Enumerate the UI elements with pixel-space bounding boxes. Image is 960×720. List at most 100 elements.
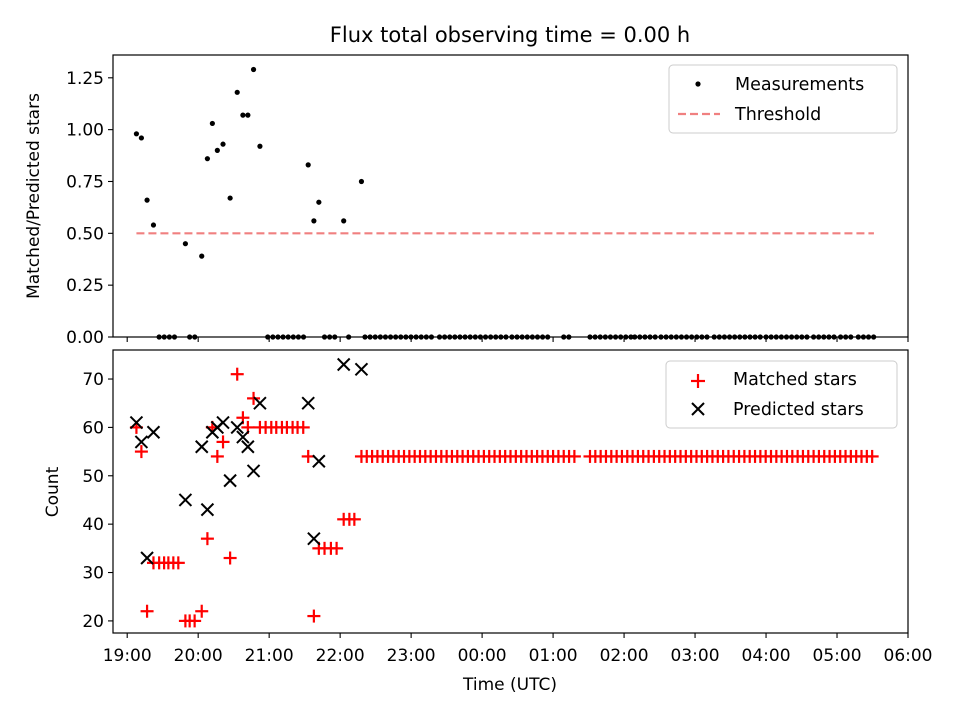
matched-point bbox=[865, 449, 879, 463]
top-x-ticks bbox=[126, 337, 909, 342]
y-tick-label: 0.50 bbox=[66, 224, 104, 244]
measurement-point bbox=[227, 195, 233, 201]
matched-point bbox=[301, 449, 315, 463]
legend-threshold-label: Threshold bbox=[734, 105, 821, 125]
measurement-point bbox=[204, 156, 211, 162]
matched-point bbox=[296, 420, 310, 434]
bottom-y-axis-label: Count bbox=[43, 466, 63, 517]
x-tick-label: 04:00 bbox=[742, 646, 791, 666]
measurement-point bbox=[144, 197, 150, 203]
x-axis-label: Time (UTC) bbox=[462, 675, 557, 695]
x-tick-label: 23:00 bbox=[387, 646, 436, 666]
y-tick-label: 1.25 bbox=[66, 69, 104, 89]
matched-point bbox=[330, 541, 344, 555]
x-tick-label: 02:00 bbox=[600, 646, 649, 666]
measurement-point bbox=[240, 112, 246, 118]
measurement-point bbox=[257, 143, 263, 149]
matched-point bbox=[247, 391, 261, 405]
y-tick-label: 20 bbox=[82, 612, 104, 632]
legend-measurements-marker bbox=[695, 81, 701, 87]
matched-point bbox=[140, 604, 154, 618]
legend-matched-marker bbox=[691, 374, 705, 388]
legend-matched-label: Matched stars bbox=[733, 370, 857, 390]
x-tick-label: 22:00 bbox=[316, 646, 365, 666]
x-tick-label: 06:00 bbox=[884, 646, 933, 666]
legend-measurements-label: Measurements bbox=[735, 75, 864, 95]
matched-point bbox=[347, 512, 361, 526]
matched-point bbox=[200, 532, 214, 546]
predicted-point bbox=[140, 551, 154, 565]
measurement-point bbox=[199, 253, 205, 259]
predicted-point bbox=[354, 362, 369, 377]
measurement-point bbox=[182, 241, 189, 247]
matched-point bbox=[210, 449, 224, 463]
top-y-axis-label: Matched/Predicted stars bbox=[24, 93, 44, 299]
y-tick-label: 50 bbox=[82, 467, 104, 487]
y-tick-label: 70 bbox=[82, 370, 104, 390]
predicted-point bbox=[246, 464, 261, 478]
x-tick-label: 20:00 bbox=[174, 646, 223, 666]
predicted-point bbox=[129, 415, 144, 430]
y-tick-label: 40 bbox=[82, 515, 104, 535]
predicted-point bbox=[301, 396, 315, 410]
y-tick-label: 0.00 bbox=[66, 328, 104, 348]
matched-point bbox=[171, 556, 185, 570]
measurement-point bbox=[138, 135, 144, 141]
predicted-point bbox=[178, 493, 193, 507]
measurement-point bbox=[214, 147, 220, 153]
predicted-point bbox=[134, 435, 149, 449]
measurement-point bbox=[209, 120, 215, 127]
matched-point bbox=[195, 604, 209, 618]
measurement-point bbox=[316, 199, 322, 205]
y-tick-label: 0.75 bbox=[66, 172, 104, 192]
matched-point bbox=[230, 367, 244, 381]
bottom-y-ticks: 20 30 40 50 60 70 bbox=[82, 370, 113, 632]
predicted-point bbox=[307, 531, 321, 546]
x-tick-label: 00:00 bbox=[458, 646, 507, 666]
predicted-point bbox=[312, 454, 326, 468]
measurement-point bbox=[150, 222, 157, 228]
x-tick-label: 01:00 bbox=[529, 646, 578, 666]
predicted-point bbox=[216, 415, 230, 430]
predicted-point bbox=[200, 502, 215, 517]
x-tick-label: 03:00 bbox=[671, 646, 720, 666]
measurement-point bbox=[311, 218, 317, 224]
y-tick-label: 30 bbox=[82, 564, 104, 584]
measurement-point bbox=[220, 141, 226, 147]
chart-title: Flux total observing time = 0.00 h bbox=[330, 23, 690, 47]
y-tick-label: 1.00 bbox=[66, 121, 104, 141]
predicted-point bbox=[146, 425, 161, 439]
matched-point bbox=[567, 449, 581, 463]
measurement-point bbox=[305, 162, 311, 168]
bottom-legend: Matched stars Predicted stars bbox=[665, 360, 898, 429]
bottom-panel: 20 30 40 50 60 70 19:00 20:00 21:00 22:00 23:00 00… bbox=[43, 349, 933, 695]
measurement-point bbox=[245, 112, 251, 118]
matched-point bbox=[216, 435, 230, 449]
x-tick-label: 21:00 bbox=[245, 646, 294, 666]
bottom-legend-box bbox=[665, 360, 898, 429]
x-tick-label: 19:00 bbox=[103, 646, 152, 666]
matched-point bbox=[134, 445, 148, 459]
measurement-point bbox=[358, 178, 365, 185]
top-axes-frame bbox=[112, 54, 909, 338]
matched-point bbox=[307, 609, 321, 623]
y-tick-label: 60 bbox=[82, 418, 104, 438]
legend-predicted-label: Predicted stars bbox=[733, 400, 864, 420]
predicted-point bbox=[241, 440, 255, 454]
measurement-point bbox=[133, 131, 140, 137]
x-tick-label: 05:00 bbox=[813, 646, 862, 666]
measurement-point bbox=[341, 218, 347, 224]
predicted-point bbox=[230, 420, 244, 435]
matched-point bbox=[188, 614, 202, 628]
bottom-axes-frame bbox=[112, 349, 909, 634]
top-y-ticks: 0.00 0.25 0.50 0.75 1.00 1.25 bbox=[66, 69, 113, 348]
measurement-point bbox=[250, 66, 257, 73]
measurement-point bbox=[234, 89, 240, 95]
top-legend-box bbox=[668, 64, 898, 134]
top-legend: Measurements Threshold bbox=[668, 64, 898, 134]
predicted-point bbox=[336, 357, 351, 372]
top-panel: 0.00 0.25 0.50 0.75 1.00 1.25 Matched/Predict… bbox=[24, 54, 909, 348]
y-tick-label: 0.25 bbox=[66, 276, 104, 296]
predicted-point bbox=[253, 396, 267, 410]
